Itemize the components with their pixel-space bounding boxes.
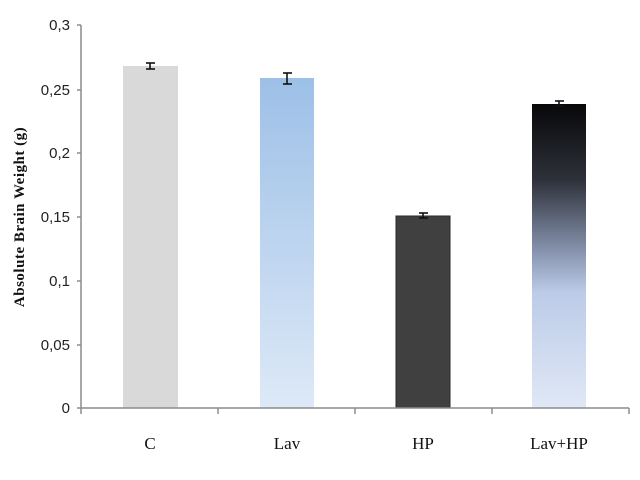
y-tick-label: 0,15 [41, 209, 70, 226]
x-label-lav-hp: Lav+HP [530, 434, 588, 453]
x-label-c: C [144, 434, 155, 453]
error-bars [146, 62, 564, 219]
y-tick-label: 0,25 [41, 82, 70, 99]
axes [77, 24, 630, 414]
y-axis-label: Absolute Brain Weight (g) [12, 127, 28, 307]
x-label-hp: HP [412, 434, 434, 453]
bar-lav-hp [532, 104, 586, 408]
bar-lav [260, 78, 314, 408]
y-tick-label: 0 [62, 400, 70, 417]
x-label-lav: Lav [274, 434, 301, 453]
error-bar-hp [419, 212, 428, 219]
y-tick-label: 0,1 [49, 273, 70, 290]
y-tick-label: 0,3 [49, 17, 70, 34]
y-tick-label: 0,2 [49, 145, 70, 162]
error-bar-lav-hp [555, 100, 564, 107]
bar-c [123, 66, 178, 408]
y-tick-labels: 0,3 0,25 0,2 0,15 0,1 0,05 0 [41, 17, 70, 417]
error-bar-lav [283, 72, 292, 85]
error-bar-c [146, 62, 155, 70]
bars [123, 66, 586, 409]
bar-hp [395, 215, 451, 409]
y-tick-label: 0,05 [41, 337, 70, 354]
x-tick-labels: C Lav HP Lav+HP [144, 434, 588, 453]
